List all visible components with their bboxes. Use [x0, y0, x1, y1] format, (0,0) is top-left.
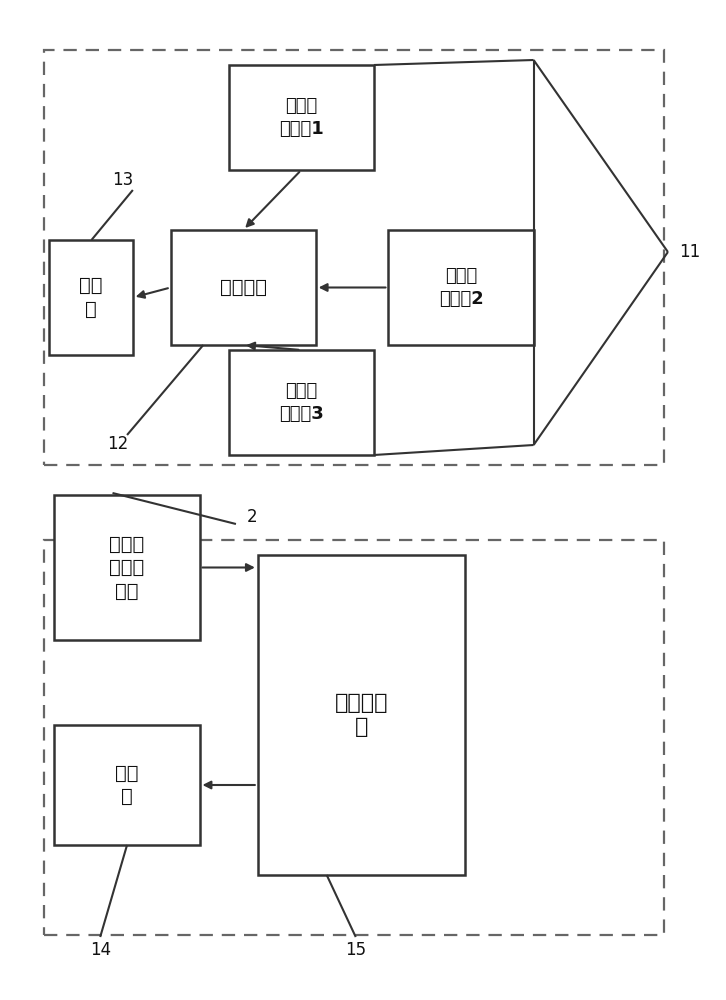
- Bar: [44, 50, 664, 465]
- Text: 无线数
据传输
模块: 无线数 据传输 模块: [110, 534, 144, 600]
- Bar: [49, 240, 133, 355]
- Text: 存储
卡: 存储 卡: [79, 276, 103, 319]
- Bar: [54, 495, 200, 640]
- Text: 2: 2: [247, 508, 258, 526]
- Bar: [54, 725, 200, 845]
- Text: 12: 12: [107, 435, 129, 453]
- Bar: [171, 230, 316, 345]
- Text: 超声波
传感器2: 超声波 传感器2: [439, 267, 484, 308]
- Text: 13: 13: [113, 171, 134, 189]
- Text: 超声波
传感器1: 超声波 传感器1: [279, 97, 324, 138]
- Text: 超声波
传感器3: 超声波 传感器3: [279, 382, 324, 423]
- Text: 11: 11: [679, 243, 700, 261]
- Bar: [388, 230, 534, 345]
- Text: 中央处理
器: 中央处理 器: [335, 693, 388, 737]
- Text: 15: 15: [345, 941, 367, 959]
- Bar: [44, 540, 664, 935]
- Bar: [229, 65, 374, 170]
- Text: 存储
卡: 存储 卡: [115, 764, 139, 806]
- Bar: [229, 350, 374, 455]
- Bar: [258, 555, 465, 875]
- Text: 微处理器: 微处理器: [220, 278, 266, 297]
- Text: 14: 14: [89, 941, 111, 959]
